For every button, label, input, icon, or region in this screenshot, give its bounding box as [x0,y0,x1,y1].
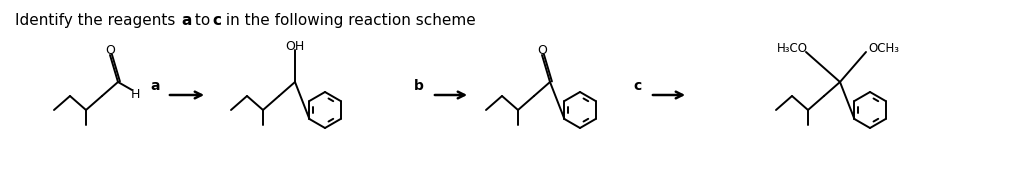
Text: Identify the reagents: Identify the reagents [15,13,180,28]
Text: OCH₃: OCH₃ [868,41,899,54]
Text: H₃CO: H₃CO [777,41,808,54]
Text: a: a [181,13,191,28]
Text: H: H [131,88,140,101]
Text: O: O [105,44,115,57]
Text: b: b [414,79,424,93]
Text: in the following reaction scheme: in the following reaction scheme [221,13,475,28]
Text: c: c [212,13,221,28]
Text: O: O [537,44,547,57]
Text: a: a [150,79,159,93]
Text: to: to [190,13,215,28]
Text: c: c [633,79,641,93]
Text: OH: OH [285,41,305,54]
